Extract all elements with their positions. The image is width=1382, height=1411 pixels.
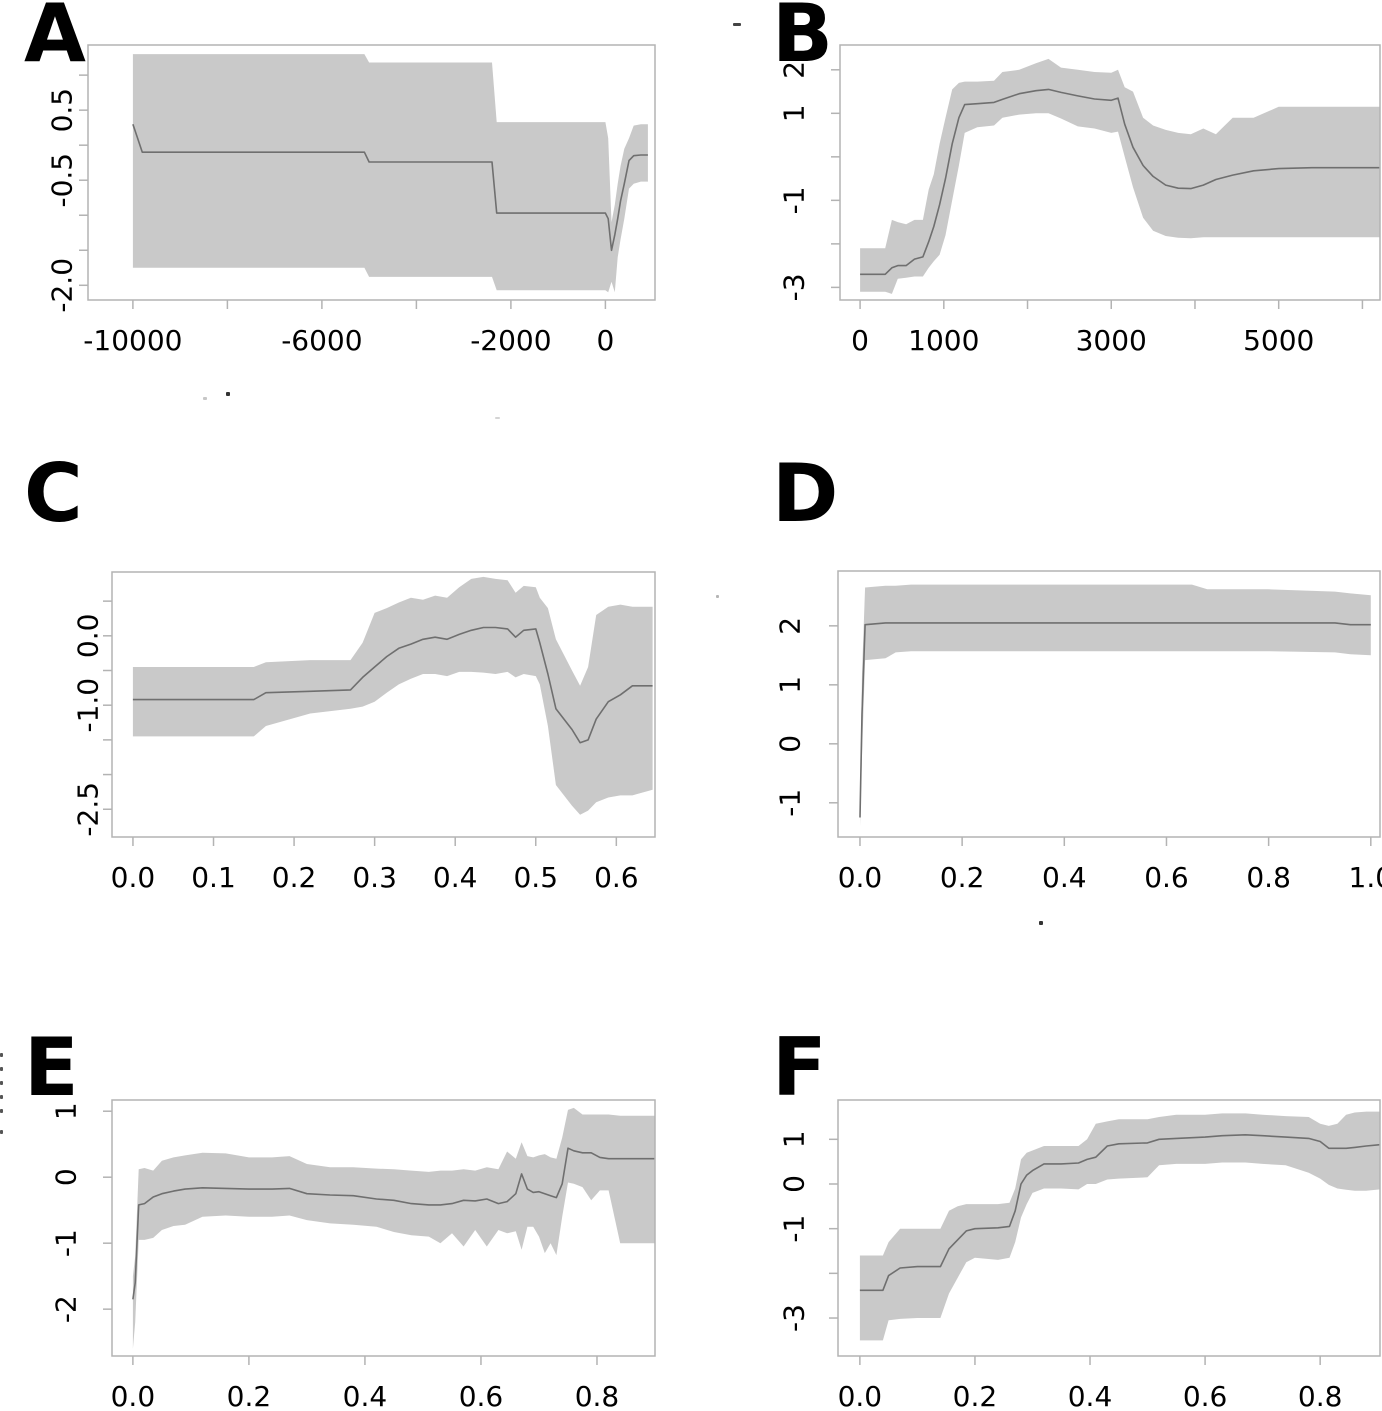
panel-label-d: D [772,447,839,540]
mean-line [859,1134,1380,1292]
y-tick-label: 0 [50,1168,83,1186]
x-tick-label: -6000 [281,324,362,357]
stray-mark [0,1067,3,1071]
x-tick-label: 0.6 [459,1380,504,1411]
x-tick-label: 0.6 [594,861,639,894]
stray-mark [733,23,741,26]
x-tick-label: 0 [596,324,614,357]
y-tick-label: 1 [778,1130,811,1148]
x-tick-label: 0 [851,324,869,357]
stray-mark [716,595,719,598]
x-tick-label: 0.4 [1042,861,1087,894]
confidence-band [132,576,653,815]
y-tick-label: -3 [778,273,811,301]
x-tick-label: 0.1 [191,861,236,894]
y-tick-label: -3 [778,1304,811,1332]
y-tick-label: -2 [50,1295,83,1323]
plot-box [87,44,656,301]
plot-box [837,570,1381,838]
x-tick-label: 0.2 [940,861,985,894]
y-tick-label: 1 [774,676,807,694]
panel-label-b: B [772,0,833,80]
x-tick-label: 0.4 [433,861,478,894]
panel-a: -10000 -6000 -2000 0 0.5 -0.5 -2.0 [46,44,656,357]
stray-mark [0,1081,3,1085]
confidence-band [860,584,1371,827]
plot-box [111,1099,656,1357]
confidence-band [859,1111,1380,1341]
x-tick-label: 0.2 [227,1380,272,1411]
x-tick-label: 5000 [1243,324,1314,357]
stray-mark [1039,921,1043,925]
stray-mark [0,1130,3,1134]
confidence-band [132,54,648,293]
y-tick-label: -2.5 [72,782,105,837]
x-tick-label: -2000 [470,324,551,357]
panel-label-f: F [772,1021,827,1114]
y-tick-label: -1 [778,1215,811,1243]
y-tick-label: 0.0 [72,614,105,659]
plot-box [839,44,1381,301]
mean-line [132,1147,655,1300]
x-tick-label: 0.8 [1246,861,1291,894]
confidence-band [860,58,1380,294]
confidence-band [132,1107,655,1349]
y-tick-label: -2.0 [46,258,79,313]
y-tick-label: -1 [778,186,811,214]
x-tick-label: 0.6 [1144,861,1189,894]
x-tick-label: 0.8 [575,1380,620,1411]
mean-line [132,123,648,252]
stray-mark [0,1053,3,1057]
x-tick-label: 0.0 [838,1380,883,1411]
y-tick-label: 0 [774,735,807,753]
y-tick-label: 2 [778,61,811,79]
panel-e: 0.0 0.2 0.4 0.6 0.8 1 0 -1 -2 [50,1099,656,1411]
panel-label-c: C [24,447,83,540]
x-tick-label: 3000 [1076,324,1147,357]
y-tick-label: -1.0 [72,678,105,733]
y-tick-label: 2 [774,617,807,635]
y-tick-label: 1 [778,104,811,122]
stray-mark [0,1109,3,1113]
y-tick-label: 1 [50,1102,83,1120]
stray-mark [0,1095,3,1099]
y-tick-label: -1 [50,1229,83,1257]
x-tick-label: 0.2 [953,1380,998,1411]
mean-line [859,622,1371,818]
panel-f: 0.0 0.2 0.4 0.6 0.8 1 0 -1 -3 [778,1099,1381,1411]
x-tick-label: 0.5 [513,861,558,894]
x-tick-label: 0.6 [1183,1380,1228,1411]
x-tick-label: 0.8 [1298,1380,1343,1411]
y-tick-label: 0.5 [46,88,79,133]
x-tick-label: 0.4 [343,1380,388,1411]
panel-label-e: E [24,1021,79,1114]
x-tick-label: 0.2 [272,861,317,894]
y-tick-label: 0 [778,1175,811,1193]
mean-line [860,88,1380,276]
x-tick-label: 1.0 [1349,861,1382,894]
y-tick-label: -0.5 [46,153,79,208]
stray-mark [495,417,500,419]
mean-line [132,626,653,744]
panel-c: 0.0 0.1 0.2 0.3 0.4 0.5 0.6 0.0 -1.0 -2.5 [72,571,656,894]
x-tick-label: -10000 [83,324,182,357]
panel-d: 0.0 0.2 0.4 0.6 0.8 1.0 2 1 0 -1 [774,570,1382,894]
x-tick-label: 0.0 [111,1380,156,1411]
panel-b: 0 1000 3000 5000 2 1 -1 -3 [778,44,1381,357]
stray-mark [226,392,230,396]
x-tick-label: 0.0 [111,861,156,894]
y-tick-label: -1 [774,789,807,817]
x-tick-label: 0.0 [838,861,883,894]
x-tick-label: 0.3 [352,861,397,894]
x-tick-label: 1000 [908,324,979,357]
panel-label-a: A [24,0,86,80]
stray-mark [203,397,207,400]
x-tick-label: 0.4 [1068,1380,1113,1411]
